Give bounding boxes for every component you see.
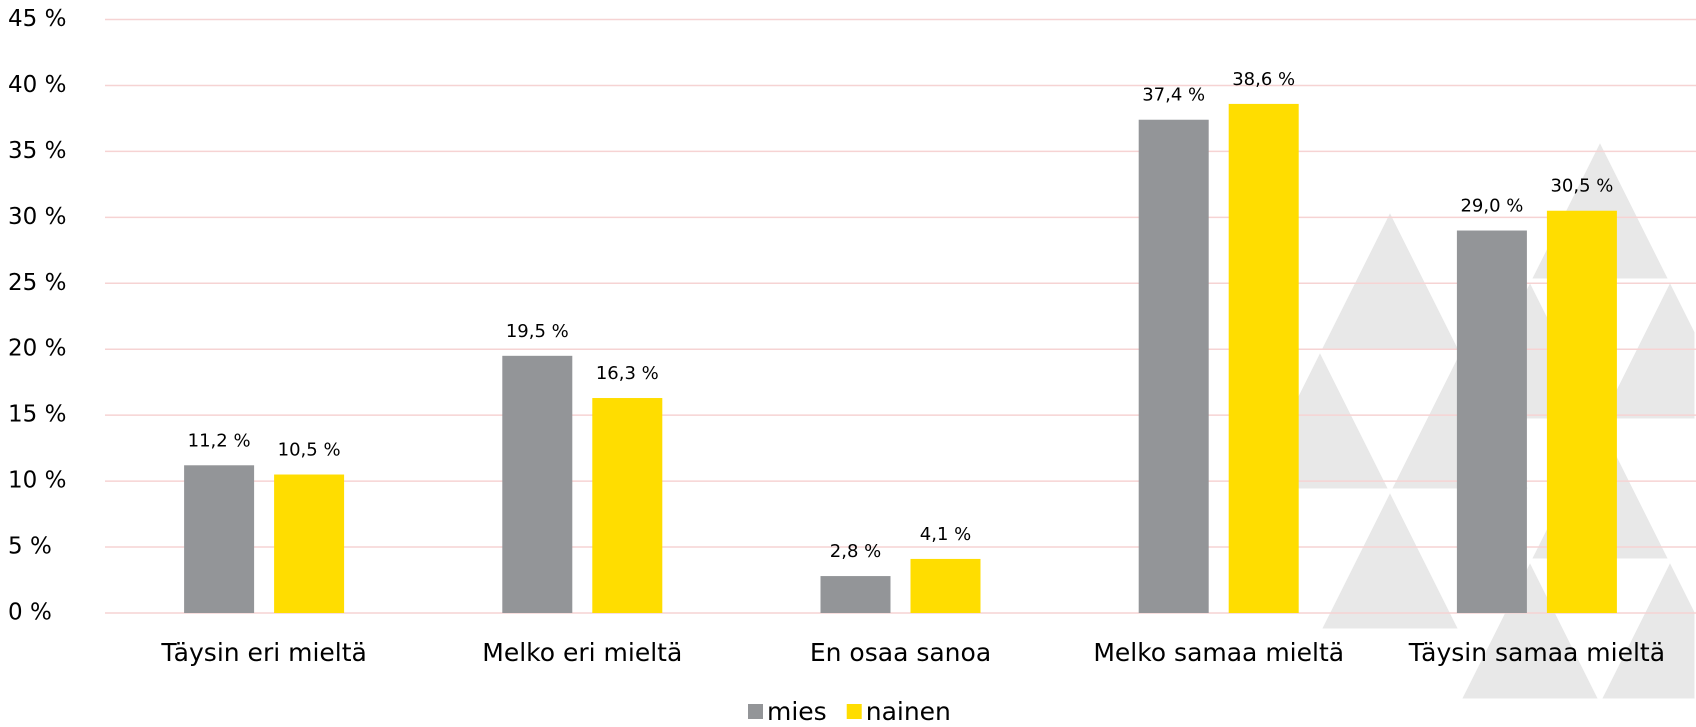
y-tick-label: 35 % <box>8 138 66 164</box>
data-label: 29,0 % <box>1460 196 1523 217</box>
y-tick-label: 15 % <box>8 402 66 428</box>
legend-swatch <box>748 704 763 719</box>
x-tick-label: En osaa sanoa <box>810 638 991 667</box>
data-label: 30,5 % <box>1550 176 1613 197</box>
legend-label: mies <box>767 697 827 726</box>
bar <box>1546 210 1617 613</box>
bar <box>592 398 663 613</box>
data-label: 10,5 % <box>278 440 341 461</box>
data-label: 16,3 % <box>596 363 659 384</box>
bar <box>274 474 345 613</box>
bar <box>1456 230 1527 613</box>
bar <box>1228 103 1299 614</box>
data-label: 11,2 % <box>188 430 251 451</box>
bar <box>502 355 573 613</box>
data-label: 4,1 % <box>920 524 971 545</box>
x-tick-label: Melko eri mieltä <box>482 638 682 667</box>
y-tick-label: 30 % <box>8 204 66 230</box>
data-label: 37,4 % <box>1142 85 1205 106</box>
x-tick-label: Täysin eri mieltä <box>160 638 367 667</box>
y-tick-label: 5 % <box>8 534 52 560</box>
legend-swatch <box>846 704 862 719</box>
y-tick-label: 10 % <box>8 468 66 494</box>
bar <box>910 558 981 613</box>
y-tick-label: 45 % <box>8 6 66 32</box>
y-tick-label: 20 % <box>8 336 66 362</box>
x-tick-label: Täysin samaa mieltä <box>1408 638 1665 667</box>
data-label: 38,6 % <box>1232 69 1295 90</box>
bar <box>1138 119 1209 613</box>
legend-label: nainen <box>866 697 951 726</box>
bar <box>184 465 255 613</box>
y-tick-label: 40 % <box>8 72 66 98</box>
data-label: 2,8 % <box>830 541 881 562</box>
data-label: 19,5 % <box>506 321 569 342</box>
y-tick-label: 0 % <box>8 600 52 626</box>
y-tick-label: 25 % <box>8 270 66 296</box>
x-tick-label: Melko samaa mieltä <box>1093 638 1344 667</box>
bar <box>820 576 891 613</box>
